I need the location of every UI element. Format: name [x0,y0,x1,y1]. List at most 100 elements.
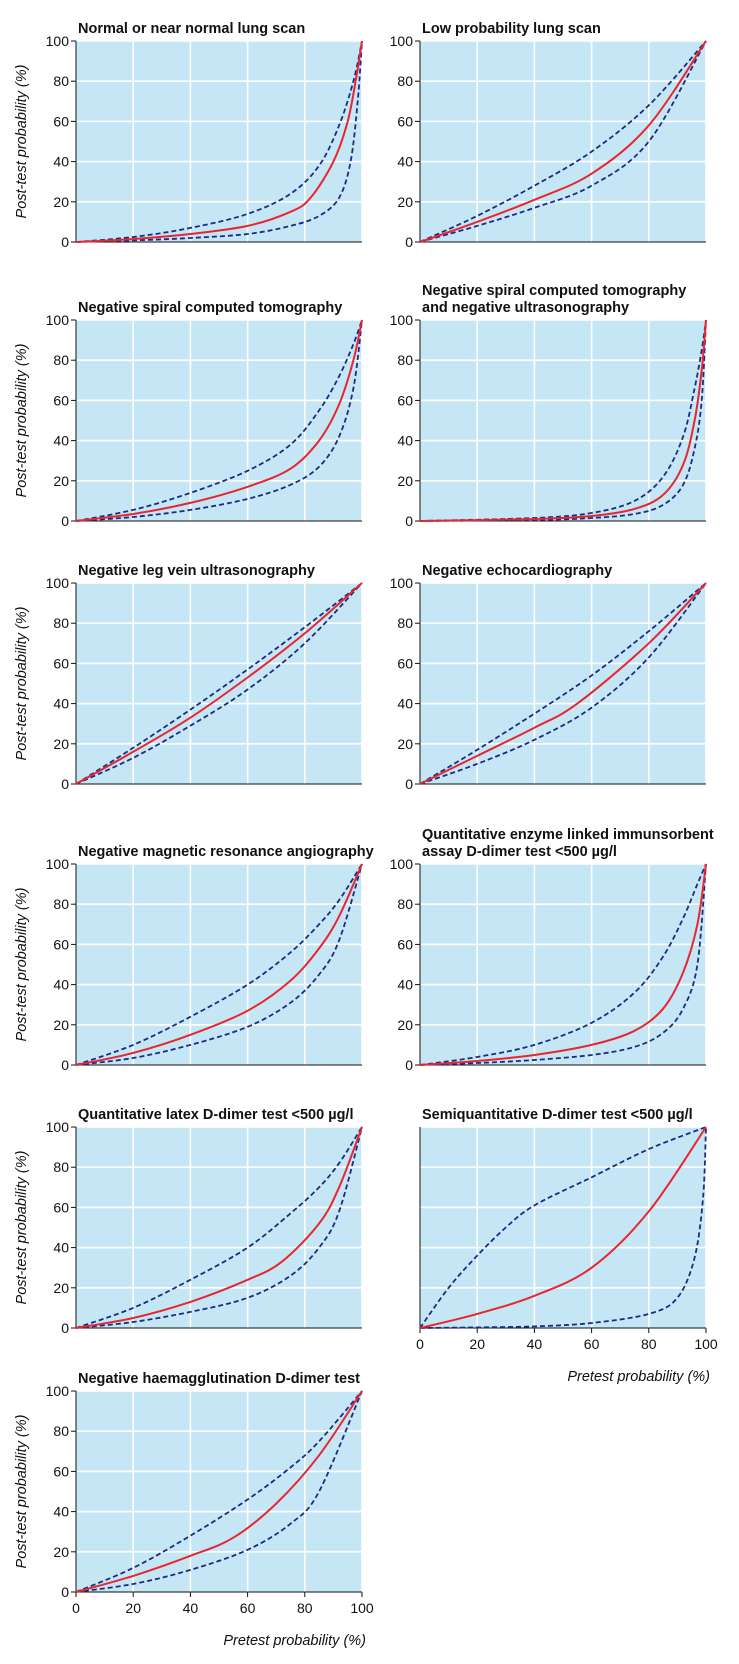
series-upper-ci-line [75,40,363,243]
series-estimate-line [419,863,707,1066]
series-lower-ci-line [75,319,363,522]
y-tick-label: 80 [397,896,413,912]
y-tick-label: 20 [397,1017,413,1033]
series-lower-ci-line [75,863,363,1066]
series-upper-ci-line [419,319,707,522]
chart-panel-8: 0 20 40 60 80 100 Quantitative enzyme linked i… [390,827,714,1073]
chart-title: Quantitative latex D-dimer test <500 µg/… [78,1107,354,1123]
y-axis-label: Post-test probability (%) [14,65,30,219]
y-tick-label: 20 [53,1017,69,1033]
series-lower-ci-line [75,582,363,785]
x-axis-label: Pretest probability (%) [223,1633,366,1649]
y-tick-label: 20 [397,736,413,752]
y-axis-label: Post-test probability (%) [14,1151,30,1305]
chart-panel-9: 0 20 40 60 80 100 Quantitative latex D-dimer t… [14,1107,363,1336]
y-tick-label: 60 [397,655,413,671]
y-tick-label: 40 [53,977,69,993]
chart-title: assay D-dimer test <500 µg/l [422,844,617,860]
plot-background [76,864,362,1065]
x-tick-label: 0 [416,1336,424,1352]
plot-background [76,583,362,784]
y-axis-label: Post-test probability (%) [14,888,30,1042]
x-tick-label: 0 [72,1600,80,1616]
y-tick-label: 0 [61,1584,69,1600]
series-upper-ci-line [419,863,707,1066]
y-tick-label: 60 [53,113,69,129]
series-estimate-line [75,319,363,522]
y-tick-label: 20 [53,194,69,210]
series-upper-ci-line [75,1126,363,1329]
y-tick-label: 0 [61,776,69,792]
y-axis-label: Post-test probability (%) [14,1415,30,1569]
y-tick-label: 0 [61,234,69,250]
series-lower-ci-line [419,582,707,785]
y-tick-label: 80 [53,1159,69,1175]
series-lower-ci-line [419,40,707,243]
x-tick-label: 40 [183,1600,199,1616]
plot-background [76,320,362,521]
series-lower-ci-line [419,319,707,522]
plot-background [76,1391,362,1592]
x-tick-label: 100 [350,1600,374,1616]
y-tick-label: 100 [46,33,70,49]
series-upper-ci-line [419,582,707,785]
y-tick-label: 80 [53,615,69,631]
series-upper-ci-line [75,582,363,785]
y-axis-label: Post-test probability (%) [14,344,30,498]
y-tick-label: 100 [390,856,414,872]
chart-title: and negative ultrasonography [422,300,629,316]
chart-panel-5: 0 20 40 60 80 100 Negative leg vein ultrasonog… [14,563,363,792]
y-tick-label: 80 [53,896,69,912]
series-estimate-line [419,319,707,522]
series-estimate-line [75,40,363,243]
chart-title: Negative spiral computed tomography [78,300,342,316]
y-tick-label: 80 [397,73,413,89]
chart-title: Normal or near normal lung scan [78,21,305,37]
x-tick-label: 20 [469,1336,485,1352]
y-tick-label: 100 [46,1119,70,1135]
chart-panel-10: 0 20 40 60 80 100 Semiquantitative D-dimer tes… [416,1107,718,1385]
plot-background [420,41,706,242]
plot-background [420,1127,706,1328]
chart-title: Semiquantitative D-dimer test <500 µg/l [422,1107,693,1123]
series-estimate-line [75,1126,363,1329]
y-tick-label: 20 [53,1544,69,1560]
y-tick-label: 60 [53,392,69,408]
y-tick-label: 60 [397,392,413,408]
plot-background [76,41,362,242]
y-tick-label: 100 [46,1383,70,1399]
y-tick-label: 60 [397,113,413,129]
x-tick-label: 40 [527,1336,543,1352]
series-lower-ci-line [419,1126,707,1329]
y-tick-label: 0 [405,1057,413,1073]
series-estimate-line [419,582,707,785]
chart-panel-11: 0 20 40 60 80 100 0 20 40 60 80 100 Negative haemagg… [14,1371,374,1649]
plot-background [76,1127,362,1328]
x-tick-label: 80 [297,1600,313,1616]
y-tick-label: 0 [61,1320,69,1336]
chart-panel-4: 0 20 40 60 80 100 Negative spiral computed tom… [390,283,707,529]
chart-panel-7: 0 20 40 60 80 100 Negative magnetic resonance … [14,844,374,1073]
chart-title: Negative spiral computed tomography [422,283,686,299]
chart-title: Negative magnetic resonance angiography [78,844,374,860]
y-tick-label: 100 [46,575,70,591]
series-estimate-line [75,582,363,785]
y-tick-label: 80 [397,615,413,631]
chart-title: Low probability lung scan [422,21,601,37]
x-tick-label: 60 [584,1336,600,1352]
y-tick-label: 40 [397,154,413,170]
chart-title: Negative leg vein ultrasonography [78,563,315,579]
y-tick-label: 80 [397,352,413,368]
y-tick-label: 0 [405,513,413,529]
series-upper-ci-line [75,319,363,522]
series-lower-ci-line [75,1390,363,1593]
y-tick-label: 20 [397,194,413,210]
chart-title: Negative echocardiography [422,563,612,579]
y-tick-label: 0 [405,234,413,250]
y-tick-label: 40 [53,1504,69,1520]
y-tick-label: 20 [53,1280,69,1296]
series-upper-ci-line [419,40,707,243]
y-tick-label: 100 [390,312,414,328]
y-tick-label: 80 [53,352,69,368]
